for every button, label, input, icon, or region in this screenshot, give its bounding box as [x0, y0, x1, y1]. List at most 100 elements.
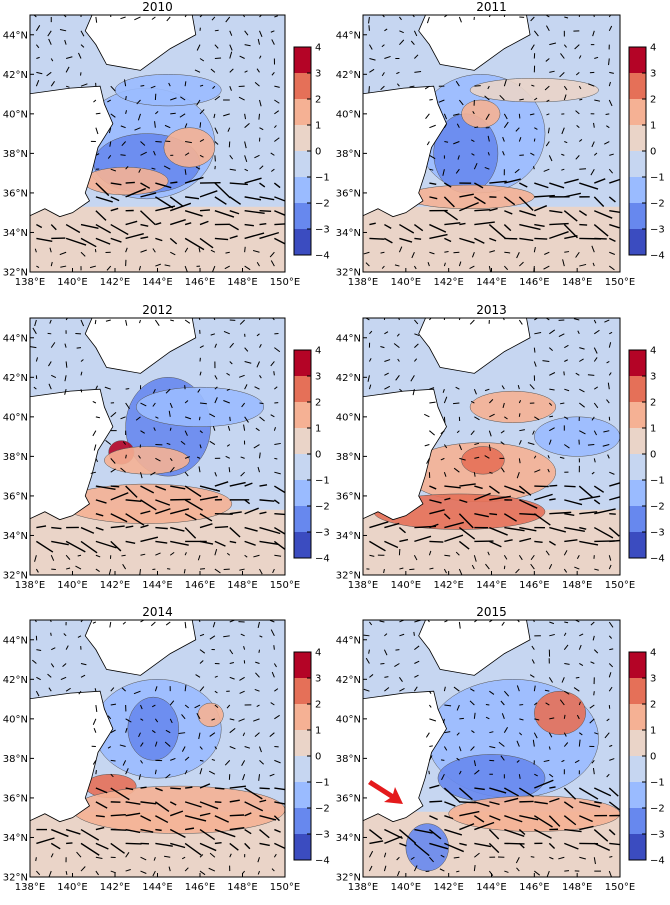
colorbar-band — [294, 652, 311, 679]
y-tick-label: 36°N — [336, 793, 361, 804]
velocity-vector — [474, 769, 480, 775]
velocity-vector — [549, 388, 555, 391]
velocity-vector — [213, 318, 216, 321]
velocity-vector — [110, 513, 128, 523]
velocity-vector — [229, 799, 240, 803]
velocity-vector — [608, 564, 612, 570]
velocity-vector — [259, 815, 277, 821]
velocity-vector — [107, 155, 112, 159]
velocity-vector — [592, 635, 595, 641]
velocity-vector — [164, 855, 171, 858]
colorbar-band — [629, 428, 646, 455]
velocity-vector — [48, 870, 52, 877]
velocity-vector — [519, 526, 537, 532]
velocity-vector — [503, 196, 516, 206]
velocity-vector — [36, 676, 41, 681]
x-tick-label: 150°E — [605, 277, 635, 288]
velocity-vector — [504, 539, 513, 543]
velocity-vector — [456, 757, 460, 761]
colorbar-tick-label: −3 — [650, 225, 665, 236]
velocity-vector — [549, 856, 554, 860]
velocity-vector — [95, 223, 112, 234]
velocity-vector — [59, 29, 67, 32]
x-tick-label: 150°E — [270, 277, 300, 288]
colorbar-tick-label: 1 — [315, 726, 321, 737]
velocity-vector — [564, 621, 569, 624]
y-tick-label: 44°N — [336, 333, 361, 344]
velocity-vector — [65, 540, 86, 553]
velocity-vector — [533, 138, 536, 142]
velocity-vector — [591, 245, 595, 253]
velocity-vector — [80, 223, 99, 230]
velocity-vector — [384, 385, 391, 390]
velocity-vector — [578, 210, 588, 217]
colorbar-band — [629, 229, 646, 256]
velocity-vector — [154, 741, 158, 747]
colorbar-tick-label: 3 — [315, 674, 321, 685]
velocity-vector — [474, 821, 495, 831]
velocity-vector — [471, 153, 475, 156]
velocity-vector — [546, 318, 550, 321]
velocity-vector — [51, 540, 69, 546]
velocity-vector — [473, 815, 485, 823]
velocity-vector — [254, 732, 260, 738]
velocity-vector — [549, 231, 569, 240]
velocity-vector — [229, 68, 234, 73]
velocity-vector — [594, 568, 599, 571]
velocity-vector — [606, 361, 610, 364]
velocity-vector — [563, 224, 578, 239]
velocity-vector — [458, 621, 461, 629]
velocity-vector — [380, 346, 385, 349]
velocity-vector — [384, 835, 403, 845]
velocity-vector — [500, 467, 505, 473]
velocity-vector — [546, 25, 550, 32]
velocity-vector — [274, 485, 285, 494]
velocity-vector — [609, 744, 613, 747]
velocity-vector — [518, 732, 523, 736]
panel-title: 2014 — [142, 605, 173, 619]
velocity-vector — [229, 30, 233, 36]
x-tick-label: 148°E — [227, 277, 257, 288]
velocity-vector — [94, 688, 97, 692]
velocity-vector — [593, 152, 598, 156]
velocity-vector — [442, 718, 445, 724]
velocity-vector — [259, 511, 267, 515]
velocity-vector — [409, 568, 415, 571]
velocity-vector — [515, 568, 520, 574]
velocity-vector — [47, 673, 52, 678]
velocity-vector — [50, 842, 61, 850]
velocity-vector — [110, 525, 125, 529]
velocity-vector — [65, 870, 68, 875]
velocity-vector — [543, 265, 550, 270]
velocity-vector — [444, 497, 451, 501]
x-tick-label: 150°E — [270, 882, 300, 893]
velocity-vector — [459, 483, 476, 487]
colorbar-tick-label: 2 — [650, 95, 656, 106]
velocity-vector — [140, 249, 147, 253]
velocity-vector — [153, 857, 156, 861]
velocity-vector — [381, 72, 385, 77]
velocity-vector — [199, 237, 214, 249]
velocity-vector — [244, 210, 265, 215]
velocity-vector — [384, 28, 388, 32]
velocity-vector — [531, 84, 535, 87]
velocity-vector — [155, 416, 159, 419]
velocity-vector — [36, 837, 55, 845]
velocity-vector — [46, 71, 52, 77]
velocity-vector — [271, 868, 275, 872]
velocity-vector — [229, 342, 234, 348]
velocity-vector — [609, 178, 620, 184]
velocity-vector — [273, 815, 280, 822]
velocity-vector — [575, 110, 580, 115]
velocity-vector — [199, 15, 203, 18]
velocity-vector — [214, 95, 221, 101]
velocity-vector — [469, 265, 475, 270]
velocity-vector — [562, 259, 565, 267]
velocity-vector — [104, 386, 111, 390]
velocity-vector — [229, 853, 232, 858]
velocity-vector — [223, 113, 230, 117]
velocity-vector — [36, 649, 42, 651]
velocity-vector — [211, 265, 216, 272]
velocity-vector — [140, 192, 157, 198]
colorbar-tick-label: 3 — [650, 69, 656, 80]
